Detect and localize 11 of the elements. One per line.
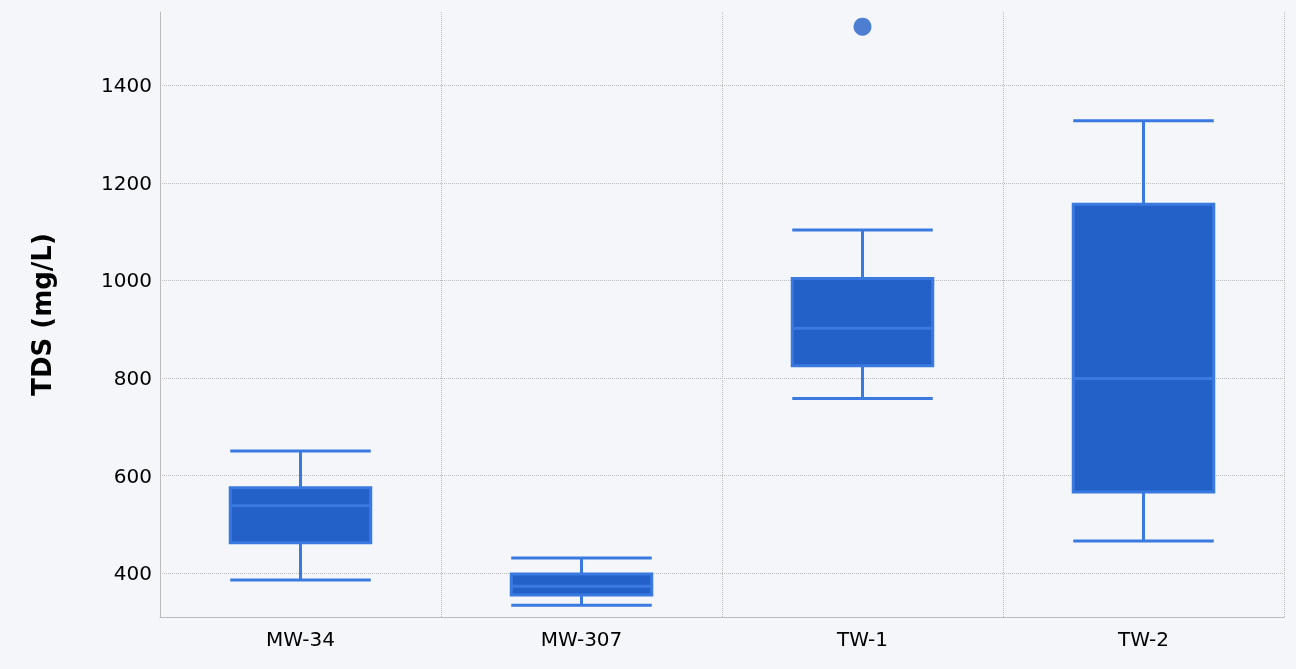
y-tick-label: 1400	[101, 73, 152, 98]
y-tick-label: 800	[113, 365, 152, 390]
x-tick-label: TW-2	[1116, 627, 1170, 651]
y-tick-label: 600	[113, 463, 152, 488]
y-tick-label: 400	[113, 561, 152, 586]
y-axis-title: TDS (mg/L)	[27, 233, 57, 396]
y-tick-label: 1000	[101, 268, 152, 293]
x-tick-label: TW-1	[835, 627, 889, 651]
x-tick-label: MW-307	[540, 627, 623, 651]
x-tick-label: MW-34	[266, 627, 335, 651]
y-tick-label: 1200	[101, 170, 152, 195]
